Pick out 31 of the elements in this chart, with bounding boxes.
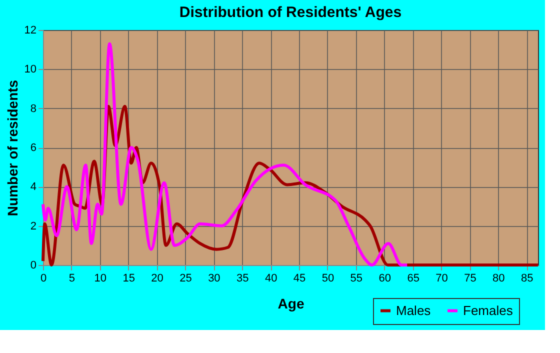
x-tick-label: 5 bbox=[68, 272, 76, 284]
x-tick-label: 25 bbox=[180, 272, 192, 284]
x-tick-label: 15 bbox=[122, 272, 135, 284]
chart-title: Distribution of Residents' Ages bbox=[179, 4, 402, 21]
y-tick-label: 2 bbox=[30, 220, 36, 232]
x-tick-label: 30 bbox=[208, 272, 220, 284]
legend-label: Males bbox=[396, 302, 432, 318]
x-tick-label: 70 bbox=[436, 272, 448, 284]
x-tick-label: 75 bbox=[464, 272, 476, 284]
x-tick-label: 65 bbox=[407, 272, 420, 284]
legend-label: Females bbox=[463, 302, 514, 318]
x-tick-label: 0 bbox=[40, 272, 47, 284]
x-tick-label: 45 bbox=[293, 272, 306, 284]
x-tick-label: 50 bbox=[322, 272, 334, 284]
y-tick-label: 0 bbox=[30, 260, 36, 272]
line-series bbox=[42, 42, 409, 266]
x-tick-label: 60 bbox=[378, 272, 392, 284]
x-axis-title: Age bbox=[278, 296, 304, 312]
y-axis-title: Number of residents bbox=[4, 80, 20, 216]
x-tick-label: 55 bbox=[350, 272, 363, 284]
y-tick-label: 8 bbox=[30, 102, 36, 115]
x-tick-label: 80 bbox=[492, 272, 505, 284]
x-tick-label: 40 bbox=[264, 272, 278, 284]
y-tick-label: 4 bbox=[30, 181, 36, 194]
x-tick-label: 10 bbox=[94, 272, 107, 284]
y-tick-label: 10 bbox=[24, 64, 36, 76]
x-tick-label: 85 bbox=[520, 272, 534, 284]
x-tick-label: 20 bbox=[151, 272, 164, 284]
y-tick-label: 6 bbox=[30, 142, 36, 154]
x-tick-label: 35 bbox=[236, 272, 249, 284]
y-tick-label: 12 bbox=[24, 24, 36, 36]
